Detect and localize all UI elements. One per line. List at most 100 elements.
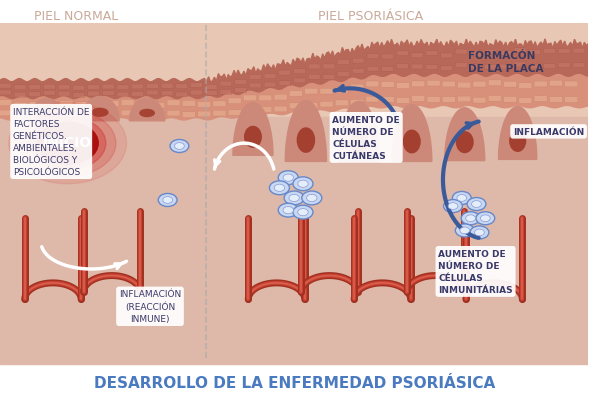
FancyBboxPatch shape [470, 65, 482, 70]
FancyBboxPatch shape [132, 85, 143, 90]
FancyBboxPatch shape [442, 82, 455, 87]
Ellipse shape [350, 129, 368, 154]
FancyBboxPatch shape [293, 70, 305, 75]
FancyBboxPatch shape [411, 65, 423, 70]
FancyBboxPatch shape [88, 92, 100, 97]
Polygon shape [0, 40, 588, 101]
Circle shape [472, 201, 481, 208]
FancyBboxPatch shape [197, 102, 211, 108]
FancyBboxPatch shape [338, 72, 349, 77]
Circle shape [452, 192, 471, 205]
FancyBboxPatch shape [136, 102, 149, 108]
Text: AUMENTO DE
NÚMERO DE
CÉLULAS
CUTÁNEAS: AUMENTO DE NÚMERO DE CÉLULAS CUTÁNEAS [332, 115, 400, 161]
FancyBboxPatch shape [458, 83, 470, 89]
FancyBboxPatch shape [308, 75, 320, 80]
FancyBboxPatch shape [289, 92, 302, 97]
FancyBboxPatch shape [412, 82, 425, 87]
FancyBboxPatch shape [44, 85, 55, 90]
FancyBboxPatch shape [14, 85, 26, 90]
FancyBboxPatch shape [264, 75, 276, 79]
Circle shape [278, 204, 298, 217]
FancyBboxPatch shape [338, 60, 349, 65]
FancyBboxPatch shape [29, 112, 43, 118]
FancyBboxPatch shape [458, 97, 470, 102]
FancyBboxPatch shape [503, 82, 517, 88]
Circle shape [443, 200, 463, 213]
FancyBboxPatch shape [289, 104, 302, 109]
FancyBboxPatch shape [323, 65, 335, 70]
FancyBboxPatch shape [320, 102, 333, 108]
FancyBboxPatch shape [235, 81, 247, 85]
FancyBboxPatch shape [121, 100, 134, 106]
Text: PIEL PSORIÁSICA: PIEL PSORIÁSICA [318, 10, 423, 23]
Polygon shape [130, 99, 165, 122]
FancyBboxPatch shape [455, 50, 467, 55]
FancyBboxPatch shape [250, 75, 261, 80]
Ellipse shape [39, 109, 55, 118]
Circle shape [289, 195, 299, 202]
Polygon shape [233, 103, 273, 156]
Ellipse shape [139, 109, 155, 118]
Ellipse shape [296, 128, 315, 153]
FancyBboxPatch shape [320, 89, 333, 95]
FancyBboxPatch shape [305, 103, 317, 109]
FancyBboxPatch shape [14, 93, 26, 98]
FancyBboxPatch shape [259, 96, 272, 101]
Polygon shape [29, 99, 65, 122]
Circle shape [457, 195, 467, 202]
FancyBboxPatch shape [117, 93, 129, 98]
Circle shape [37, 123, 98, 165]
Polygon shape [0, 117, 588, 364]
Circle shape [278, 171, 298, 185]
Circle shape [274, 185, 284, 192]
FancyBboxPatch shape [205, 85, 217, 90]
Circle shape [163, 197, 173, 204]
FancyBboxPatch shape [558, 63, 570, 68]
Circle shape [158, 194, 177, 207]
FancyBboxPatch shape [514, 63, 526, 68]
FancyBboxPatch shape [167, 101, 180, 107]
Circle shape [283, 207, 293, 214]
Circle shape [170, 140, 189, 153]
Circle shape [29, 117, 106, 170]
FancyBboxPatch shape [442, 98, 455, 103]
FancyBboxPatch shape [45, 101, 58, 107]
FancyBboxPatch shape [58, 85, 70, 90]
Polygon shape [445, 109, 485, 161]
FancyBboxPatch shape [91, 103, 104, 109]
FancyBboxPatch shape [323, 75, 335, 80]
FancyBboxPatch shape [176, 93, 188, 98]
FancyBboxPatch shape [29, 93, 41, 98]
Polygon shape [81, 97, 119, 122]
Circle shape [460, 228, 470, 234]
FancyBboxPatch shape [146, 91, 158, 96]
FancyBboxPatch shape [558, 49, 570, 54]
FancyBboxPatch shape [440, 54, 452, 59]
FancyBboxPatch shape [305, 89, 317, 95]
FancyBboxPatch shape [132, 92, 143, 97]
FancyBboxPatch shape [366, 97, 379, 103]
FancyBboxPatch shape [350, 100, 364, 106]
FancyBboxPatch shape [14, 113, 27, 119]
FancyBboxPatch shape [0, 91, 11, 96]
FancyBboxPatch shape [335, 101, 348, 107]
FancyBboxPatch shape [352, 69, 364, 74]
FancyBboxPatch shape [366, 82, 379, 87]
FancyBboxPatch shape [529, 65, 541, 70]
FancyBboxPatch shape [565, 82, 578, 87]
FancyBboxPatch shape [573, 49, 585, 54]
FancyBboxPatch shape [167, 111, 180, 117]
Ellipse shape [244, 126, 262, 149]
FancyBboxPatch shape [264, 83, 276, 88]
FancyBboxPatch shape [228, 99, 241, 104]
Polygon shape [338, 102, 379, 163]
FancyBboxPatch shape [544, 49, 556, 54]
FancyBboxPatch shape [565, 98, 578, 103]
FancyBboxPatch shape [473, 98, 486, 104]
FancyBboxPatch shape [182, 101, 196, 107]
Circle shape [298, 181, 308, 188]
FancyBboxPatch shape [544, 64, 556, 69]
Circle shape [467, 198, 486, 211]
FancyBboxPatch shape [411, 54, 423, 59]
Circle shape [9, 103, 127, 184]
